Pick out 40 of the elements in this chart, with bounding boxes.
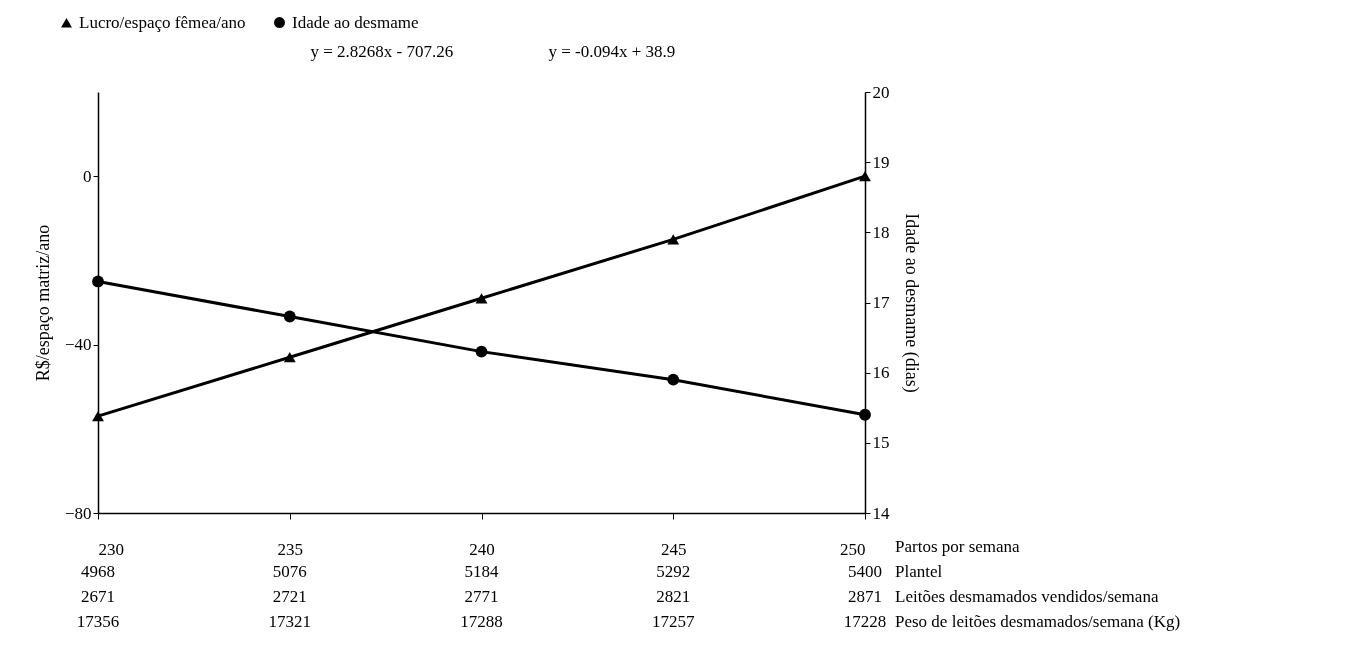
text: 5400 xyxy=(848,562,882,581)
text: 5292 xyxy=(656,562,691,581)
text: Plantel xyxy=(895,562,943,581)
text: 17257 xyxy=(652,612,695,631)
text: Leitões desmamados vendidos/semana xyxy=(895,587,1159,606)
text: 17321 xyxy=(268,612,311,631)
text: 2671 xyxy=(81,587,115,606)
text: y = 2.8268x - 707.26 xyxy=(310,42,454,61)
y-tick-label: −80 xyxy=(64,503,92,523)
y-axis-title: R$/espaço matriz/ano xyxy=(32,224,53,382)
x-tick-label: 250 xyxy=(840,539,866,559)
y2-tick-label: 15 xyxy=(872,433,890,453)
y2-axis-title: Idade ao desmame (dias) xyxy=(900,213,922,393)
legend-label: Lucro/espaço fêmea/ano xyxy=(79,12,246,32)
text: 5076 xyxy=(272,562,307,581)
x-tick-label: 235 xyxy=(277,539,303,559)
x-tick-label: 240 xyxy=(469,539,495,559)
text: y = -0.094x + 38.9 xyxy=(548,42,676,61)
legend-label: Idade ao desmame xyxy=(292,12,419,32)
y-tick-label: 0 xyxy=(83,166,92,186)
y-tick-label: −40 xyxy=(64,335,92,355)
text: 17228 xyxy=(843,612,887,631)
text: Peso de leitões desmamados/semana (Kg) xyxy=(895,612,1181,631)
y2-tick-label: 20 xyxy=(872,82,890,102)
text: 2821 xyxy=(656,587,691,606)
y2-tick-label: 14 xyxy=(872,503,890,523)
text: 4968 xyxy=(81,562,115,581)
y2-tick-label: 19 xyxy=(872,152,890,172)
y2-tick-label: 16 xyxy=(872,363,890,383)
y2-tick-label: 17 xyxy=(872,293,890,312)
text: 2771 xyxy=(464,587,499,606)
text: 17288 xyxy=(460,612,503,631)
y2-tick-label: 18 xyxy=(872,222,890,242)
text: 5184 xyxy=(464,562,499,581)
text: 2721 xyxy=(272,587,307,606)
x-tick-label: 230 xyxy=(98,539,124,559)
text: 17356 xyxy=(76,612,120,631)
x-axis-title: Partos por semana xyxy=(895,537,1021,556)
text: 2871 xyxy=(848,587,882,606)
x-tick-label: 245 xyxy=(661,539,687,559)
